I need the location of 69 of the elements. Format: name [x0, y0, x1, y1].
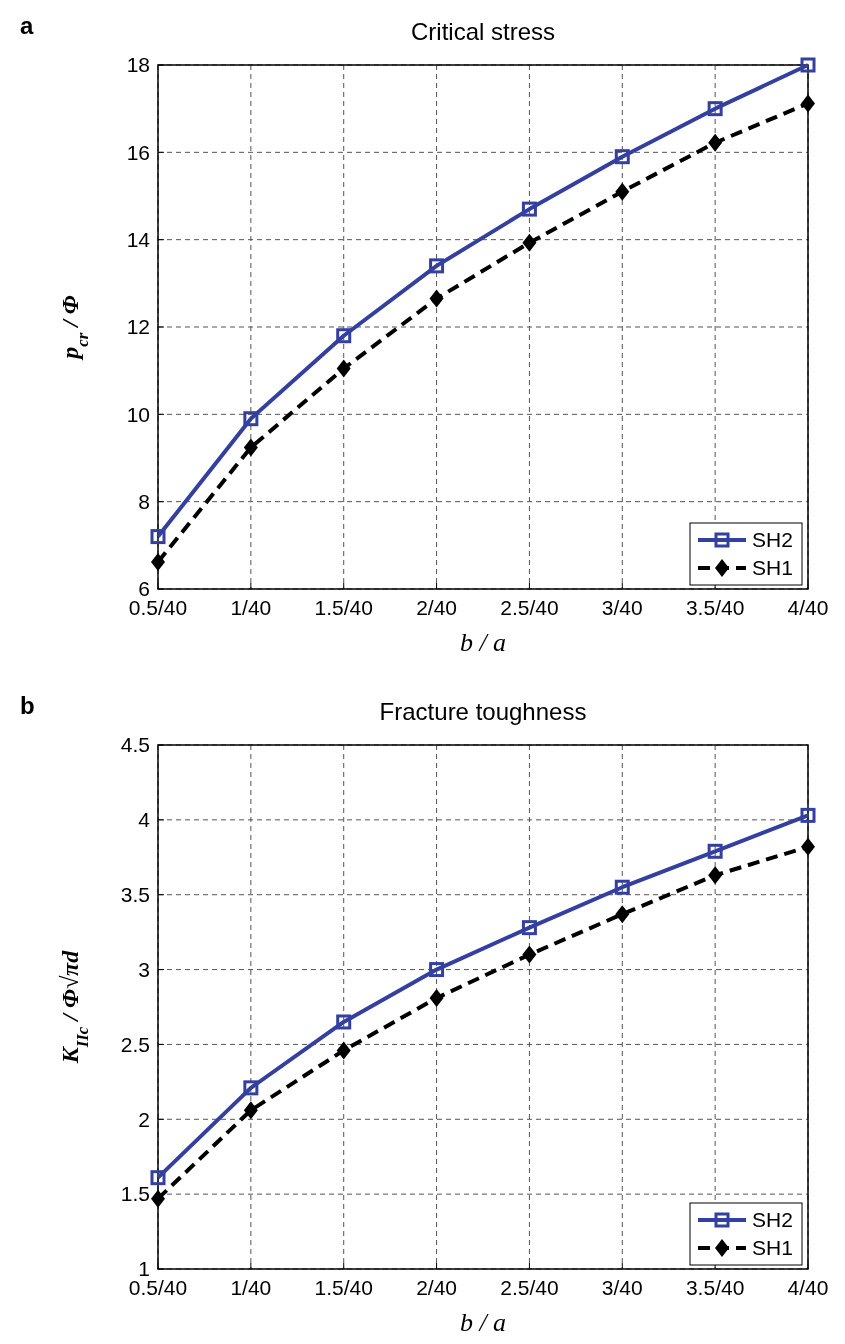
x-tick-label: 2.5/40 — [500, 596, 559, 619]
point — [522, 945, 537, 964]
point — [243, 411, 259, 427]
x-tick-label: 1.5/40 — [314, 596, 373, 619]
y-tick-label: 2 — [138, 1107, 150, 1131]
legend-label: SH1 — [752, 556, 793, 580]
x-tick-label: 4/40 — [787, 596, 829, 619]
point — [151, 552, 165, 571]
y-tick-label: 1.5 — [120, 1182, 150, 1206]
x-tick-label: 3/40 — [601, 596, 643, 619]
point — [521, 920, 537, 936]
point — [429, 989, 444, 1008]
text: b — [20, 692, 35, 719]
y-tick-label: 2.5 — [120, 1032, 150, 1056]
point — [336, 328, 352, 344]
point — [614, 149, 630, 165]
point — [429, 962, 445, 978]
x-tick-label: 3/40 — [601, 1276, 643, 1299]
y-tick-label: 8 — [138, 490, 150, 514]
x-tick-label: 2.5/40 — [500, 1276, 559, 1299]
point — [801, 837, 815, 856]
point — [150, 1170, 166, 1186]
point — [614, 879, 630, 895]
point — [243, 438, 258, 457]
point — [429, 289, 444, 308]
legend-label: SH2 — [752, 1208, 793, 1232]
point — [522, 233, 537, 252]
point — [336, 1041, 351, 1060]
chart-title: Fracture toughness — [379, 698, 587, 725]
point — [615, 905, 630, 924]
legend-label: SH1 — [752, 1236, 793, 1260]
point — [801, 94, 815, 113]
point — [708, 866, 723, 885]
x-axis-title: b / a — [459, 628, 507, 657]
y-tick-label: 18 — [126, 53, 150, 77]
y-tick-label: 4.5 — [120, 733, 150, 757]
x-tick-label: 4/40 — [787, 1276, 829, 1299]
point — [243, 1101, 258, 1120]
x-tick-label: 2/40 — [416, 1276, 458, 1299]
x-axis-title: b / a — [459, 1308, 507, 1337]
y-tick-label: 4 — [138, 808, 151, 832]
chart-title: Critical stress — [410, 18, 556, 45]
x-tick-label: 1.5/40 — [314, 1276, 373, 1299]
x-tick-label: 2/40 — [416, 596, 458, 619]
x-tick-label: 3.5/40 — [685, 1276, 745, 1299]
point — [243, 1080, 259, 1096]
point — [800, 57, 816, 73]
y-tick-label: 12 — [126, 315, 150, 339]
y-tick-label: 10 — [126, 402, 150, 426]
point — [151, 1189, 165, 1208]
y-tick-label: 14 — [126, 228, 151, 252]
point — [521, 201, 537, 217]
point — [429, 258, 445, 274]
y-tick-label: 3.5 — [120, 883, 150, 907]
legend-label: SH2 — [752, 528, 793, 552]
point — [707, 101, 723, 117]
point — [336, 1014, 352, 1030]
point — [150, 529, 166, 545]
point — [336, 359, 351, 378]
x-tick-label: 1/40 — [230, 596, 272, 619]
x-tick-label: 3.5/40 — [685, 596, 745, 619]
y-tick-label: 16 — [126, 140, 150, 164]
point — [615, 182, 630, 201]
point — [707, 843, 723, 859]
x-tick-label: 1/40 — [230, 1276, 272, 1299]
point — [800, 807, 816, 823]
y-tick-label: 3 — [138, 957, 150, 981]
point — [708, 133, 723, 152]
text: a — [20, 12, 34, 39]
